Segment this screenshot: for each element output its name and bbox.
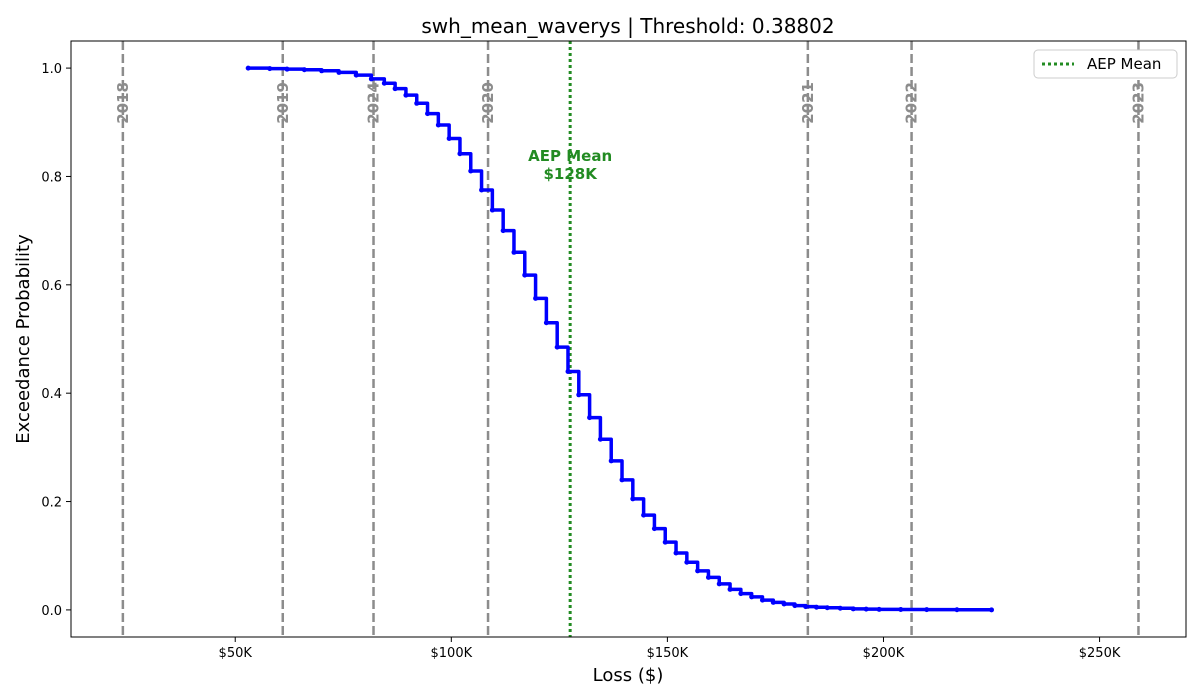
legend-frame [1033,49,1178,79]
series-point [630,496,636,502]
x-tick-label: $50K [219,646,253,661]
series-point [489,207,495,213]
series-point [738,591,744,597]
series-point [727,586,733,592]
series-point [284,66,290,72]
series-point [267,66,273,72]
x-axis: $50K $100K $150K $200K $250K [219,637,1121,661]
series-point [554,344,560,350]
y-tick-label: 0.2 [41,496,62,511]
series-point [695,568,701,574]
series-point [500,228,506,234]
series-point [587,415,593,421]
series-point [368,76,374,82]
year-label-2021: 2021 [799,82,817,124]
year-label-2024: 2024 [365,82,383,124]
series-point [576,392,582,398]
legend-label: AEP Mean [1087,55,1161,73]
series-point [662,539,668,545]
series-point [619,477,625,483]
series-point [245,65,251,71]
series-point [511,249,517,255]
series-point [684,559,690,565]
x-tick-label: $100K [431,646,473,661]
series-point [850,606,856,612]
series-point [479,187,485,193]
series-point [863,606,869,612]
x-tick-label: $250K [1079,646,1121,661]
series-point [457,151,463,157]
series-point [301,67,307,73]
series-point [381,80,387,86]
y-tick-label: 0.6 [41,279,62,294]
series-point [924,607,930,613]
series-point [446,136,452,142]
aep-mean-annotation-title: AEP Mean [528,147,612,165]
year-label-2022: 2022 [903,82,921,124]
year-label-2023: 2023 [1129,82,1147,124]
series-point [543,320,549,326]
series-point [837,605,843,611]
series-point [468,168,474,174]
year-label-2020: 2020 [479,82,497,124]
series-point [597,436,603,442]
series-point [876,606,882,612]
x-tick-label: $150K [647,646,689,661]
series-point [522,272,528,278]
series-point [898,606,904,612]
series-point [716,581,722,587]
series-point [435,122,441,128]
series-point [319,68,325,74]
series-point [565,369,571,375]
series-point [989,607,995,613]
series-point [770,599,776,605]
y-tick-label: 0.8 [41,170,62,185]
series-line-0 [246,66,994,612]
y-tick-label: 1.0 [41,62,62,77]
series-point [673,550,679,556]
series-point [336,69,342,75]
plot-frame [70,40,1187,638]
plot-area: 2018 2019 2024 2020 2021 2022 2023 AEP Mean$128… [114,41,1147,637]
series-point [392,86,398,92]
legend: AEP Mean [1033,49,1178,79]
series-point [792,603,798,609]
chart-title: swh_mean_waverys | Threshold: 0.38802 [421,14,834,38]
series-point [425,111,431,117]
series-point [781,601,787,607]
series-point [759,597,765,603]
aep-mean-annotation-value: $128K [543,165,598,183]
series-point [641,512,647,518]
y-tick-label: 0.0 [41,604,62,619]
y-tick-label: 0.4 [41,387,62,402]
series-point [803,604,809,610]
series-point [403,92,409,98]
y-axis-label: Exceedance Probability [13,234,34,444]
series-point [954,607,960,613]
series-point [608,458,614,464]
series-point [414,100,420,106]
series-point [813,604,819,610]
year-label-2019: 2019 [274,82,292,124]
x-axis-label: Loss ($) [593,665,664,686]
series-point [651,526,657,532]
year-label-2018: 2018 [114,82,132,124]
series-point [824,605,830,611]
x-tick-label: $200K [863,646,905,661]
series-point [749,594,755,600]
series-point [353,72,359,78]
series-point [705,574,711,580]
series-point [533,295,539,301]
y-axis: 0.0 0.2 0.4 0.6 0.8 1.0 [41,62,71,619]
